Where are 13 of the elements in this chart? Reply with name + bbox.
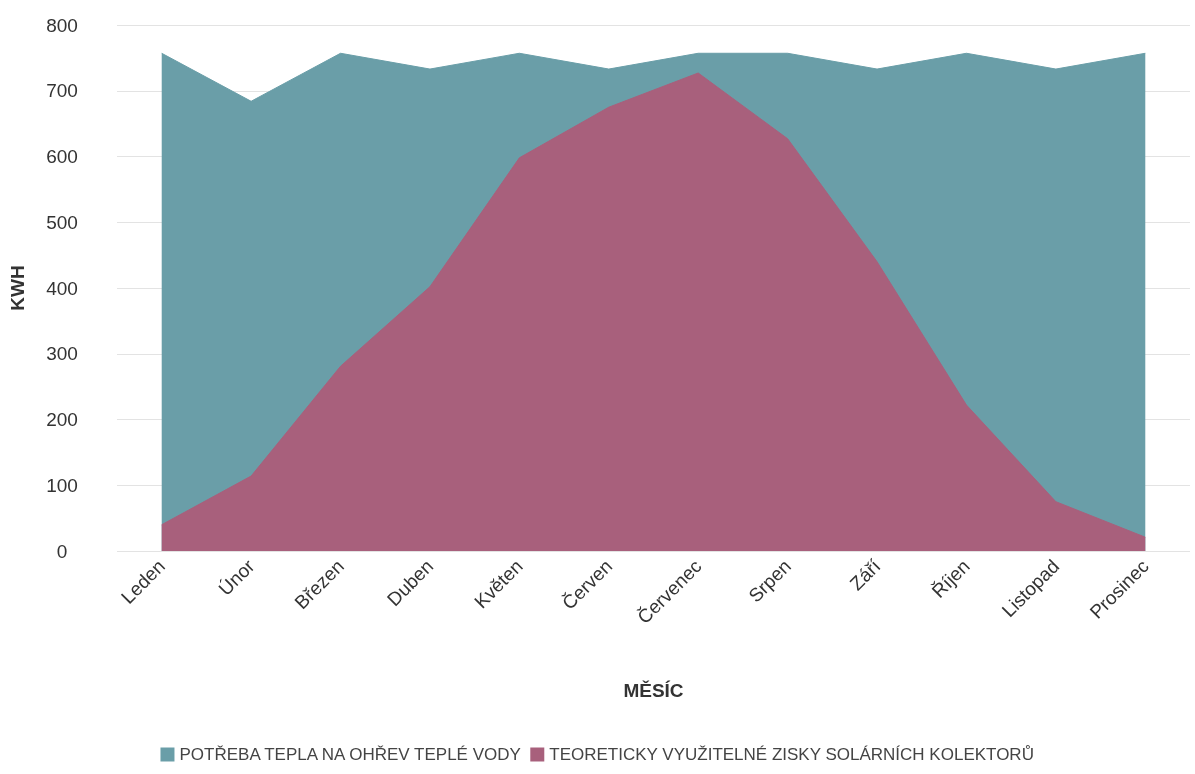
y-axis-title: KWH bbox=[7, 265, 28, 311]
y-tick-label: 500 bbox=[46, 211, 78, 233]
legend-label: POTŘEBA TEPLA NA OHŘEV TEPLÉ VODY bbox=[179, 745, 521, 764]
y-tick-label: 0 bbox=[56, 540, 68, 562]
y-tick-label: 600 bbox=[46, 146, 78, 167]
y-tick-label: 400 bbox=[46, 277, 78, 299]
y-tick-label: 700 bbox=[46, 80, 78, 102]
y-tick-label: 300 bbox=[46, 343, 78, 365]
y-tick-label: 200 bbox=[46, 409, 78, 430]
y-tick-label: 100 bbox=[46, 474, 78, 496]
y-tick-label: 800 bbox=[46, 14, 78, 36]
x-axis-title: MĚSÍC bbox=[623, 680, 684, 701]
legend-label: TEORETICKY VYUŽITELNÉ ZISKY SOLÁRNÍCH KOLEKTORŮ bbox=[549, 745, 1034, 764]
